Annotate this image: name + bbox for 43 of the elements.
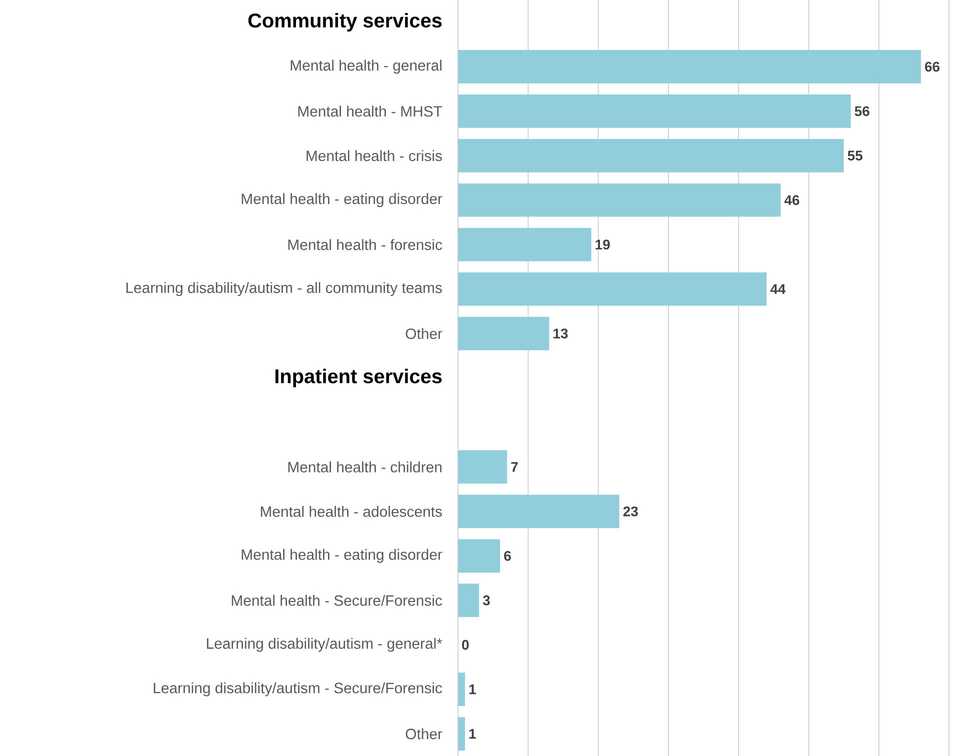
data-label: 3 [482,595,490,606]
bar [458,50,921,84]
data-label: 23 [623,506,638,516]
data-label: 44 [770,284,786,294]
bar [458,539,500,573]
data-label: 1 [469,728,476,739]
y-tick-label: Other [406,728,442,740]
y-tick-label: Inpatient services [275,368,442,388]
y-tick-label: Learning disability/autism - Secure/Forensic [154,682,442,696]
y-tick-label: Mental health - general [290,60,442,74]
data-label: 46 [784,195,800,206]
data-label: 55 [848,150,862,161]
data-label: 6 [504,550,511,561]
bar [458,316,550,350]
y-tick-label: Mental health - forensic [288,239,442,250]
bar [458,672,466,706]
y-tick-label: Mental health - eating disorder [242,193,442,208]
bar [458,228,592,262]
data-label: 19 [596,240,610,250]
y-tick-label: Mental health - Secure/Forensic [232,594,442,606]
y-tick-label: Learning disability/autism - general* [206,638,442,652]
data-label: 13 [554,328,568,338]
y-tick-label: Other [406,328,442,340]
y-tick-label: Mental health - eating disorder [242,548,442,563]
data-label: 56 [854,106,870,116]
y-tick-label: Mental health - adolescents [260,506,442,517]
y-tick-label: Mental health - children [288,461,442,472]
bar [458,450,508,484]
data-label: 7 [511,462,518,472]
y-tick-label: Mental health - MHST [298,106,442,117]
bar [458,138,844,172]
data-label: 1 [469,684,476,694]
data-label: 66 [924,62,940,72]
y-tick-label: Learning disability/autism - all community teams [126,282,442,296]
bar [458,272,767,306]
bar [458,94,851,128]
bar [458,584,480,618]
bar [458,494,620,528]
bar [458,717,466,750]
bar [458,183,781,217]
data-label: 0 [462,640,469,650]
y-tick-label: Community services [248,12,442,32]
y-tick-label: Mental health - crisis [306,150,442,162]
